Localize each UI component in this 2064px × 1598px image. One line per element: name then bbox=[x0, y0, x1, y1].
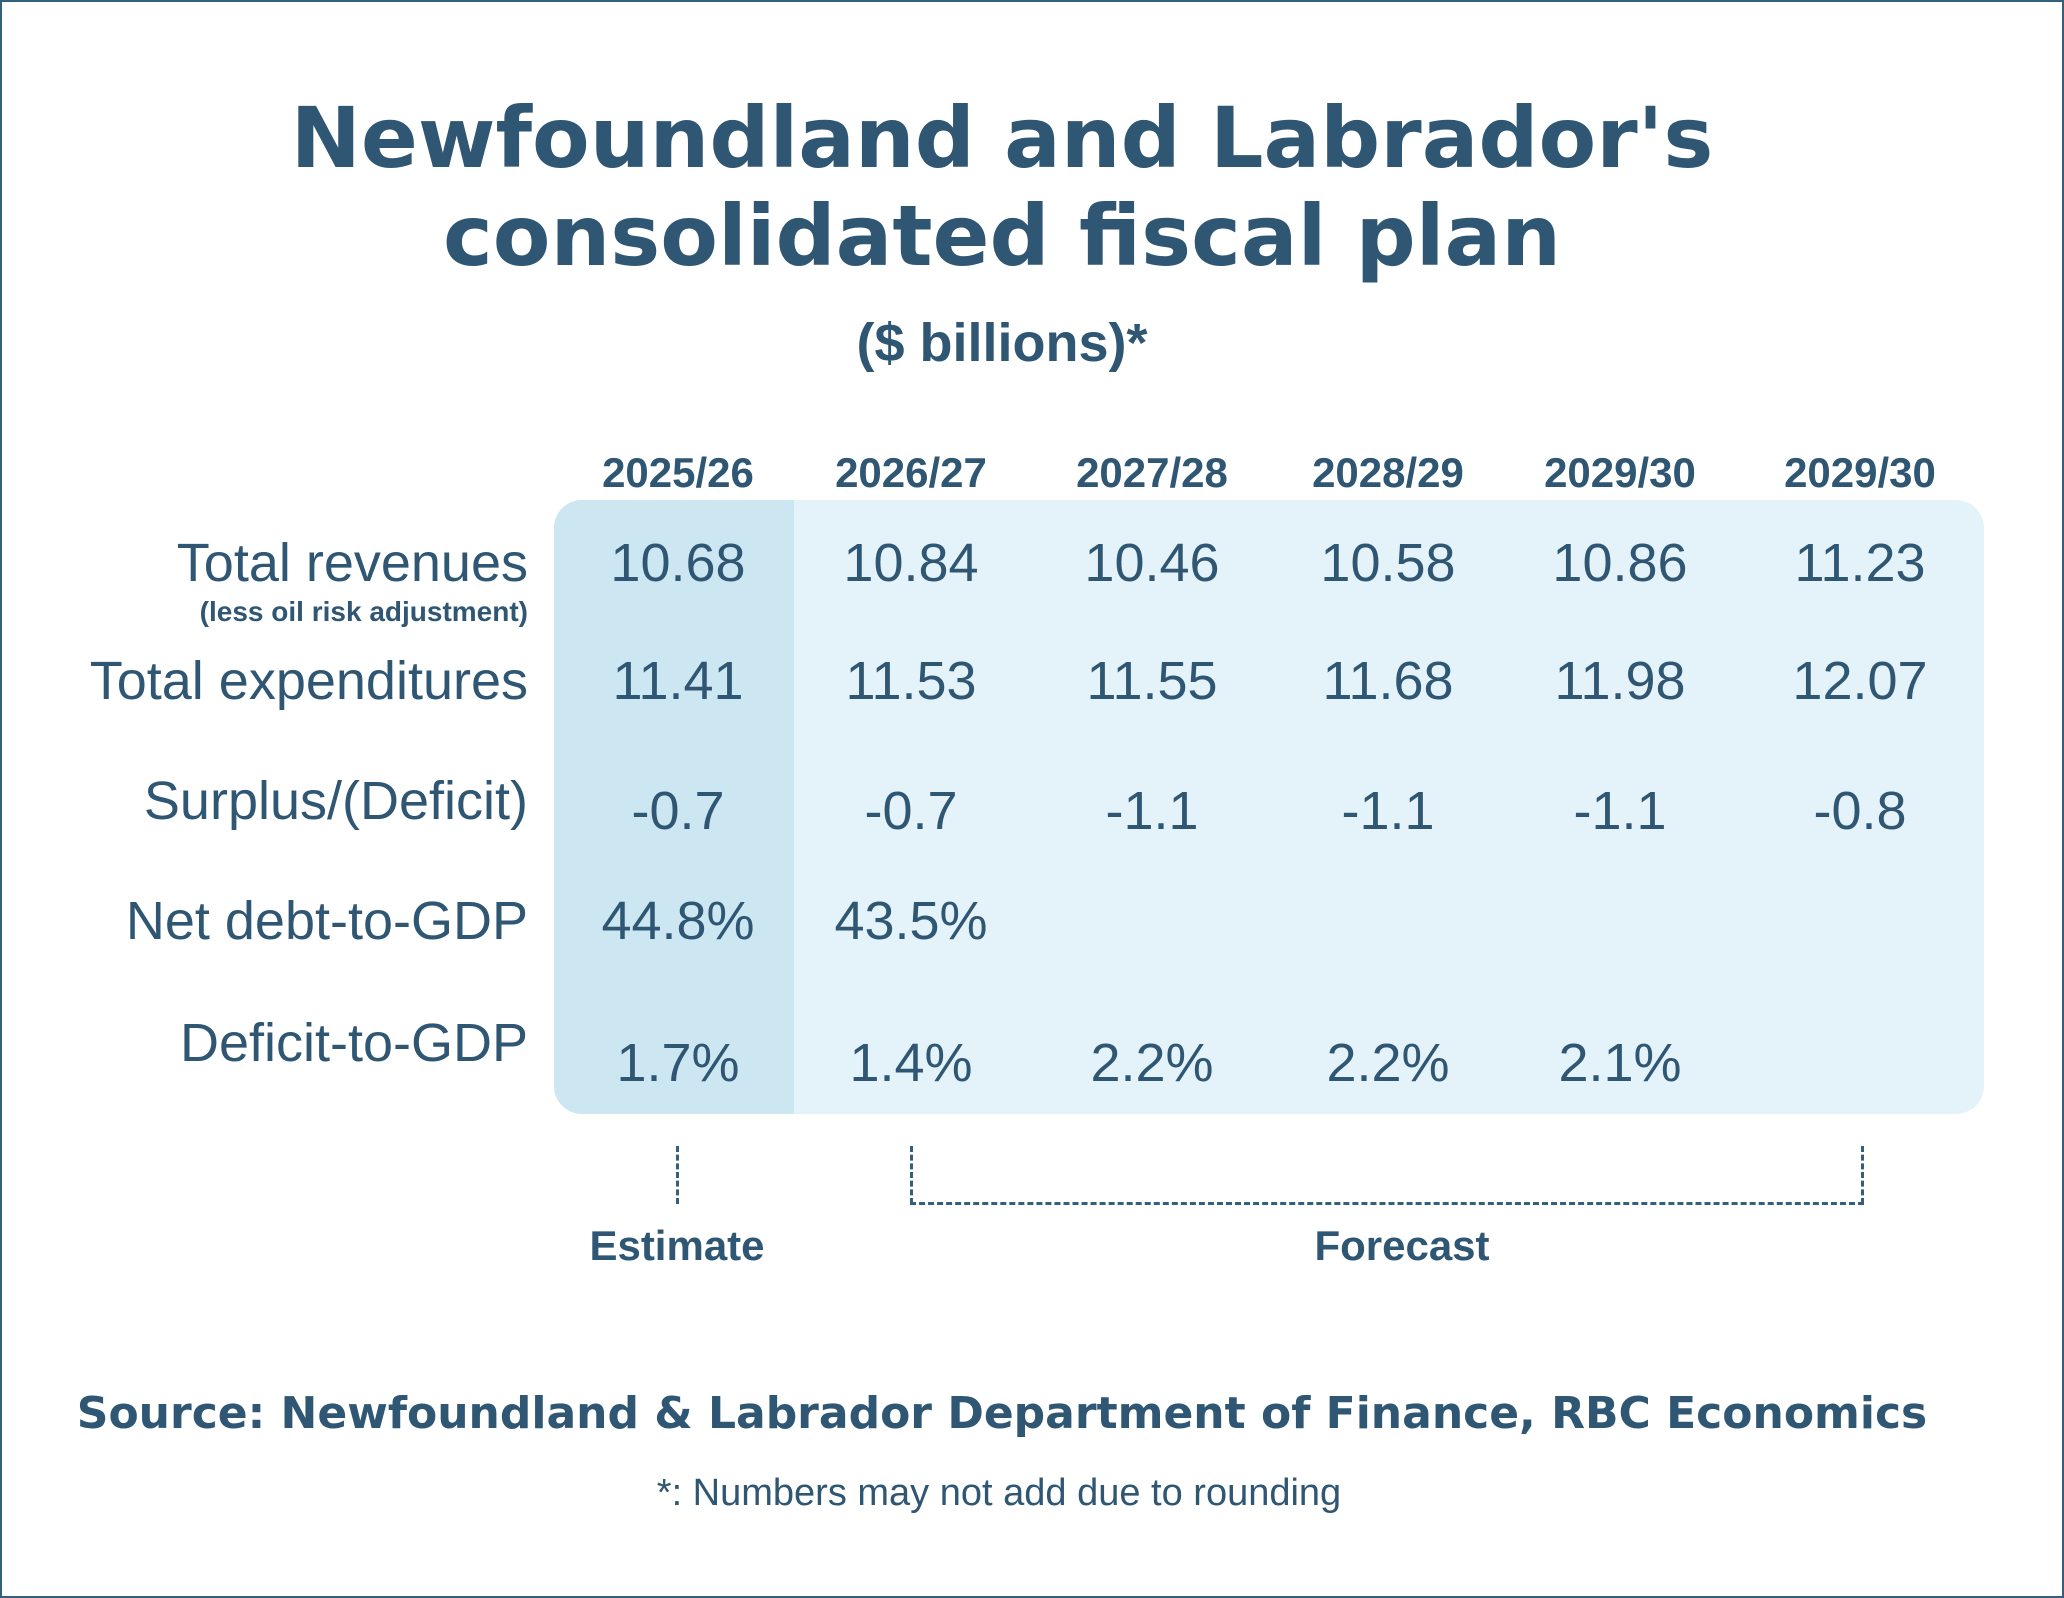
forecast-bracket-left bbox=[910, 1146, 913, 1204]
table-cell: 2.2% bbox=[1326, 1033, 1450, 1093]
table-cell: 11.68 bbox=[1322, 651, 1454, 711]
table-cell: 11.53 bbox=[845, 651, 977, 711]
chart-title-line2: consolidated fiscal plan bbox=[442, 187, 1562, 285]
estimate-label: Estimate bbox=[589, 1222, 765, 1269]
table-cell: 11.55 bbox=[1086, 651, 1218, 711]
table-cell: 12.07 bbox=[1792, 651, 1928, 711]
table-cell: -0.7 bbox=[864, 781, 958, 841]
table-cell: 11.23 bbox=[1794, 533, 1926, 593]
row-label: Surplus/(Deficit) bbox=[143, 771, 528, 831]
chart-subtitle: ($ billions)* bbox=[856, 313, 1148, 373]
table-cell: 1.4% bbox=[849, 1033, 973, 1093]
table-cell: 2.2% bbox=[1090, 1033, 1214, 1093]
table-cell: -0.7 bbox=[631, 781, 725, 841]
row-label: Net debt-to-GDP bbox=[125, 891, 528, 951]
table-cell: 2.1% bbox=[1558, 1033, 1682, 1093]
forecast-bracket-right bbox=[1861, 1146, 1864, 1204]
row-sublabel: (less oil risk adjustment) bbox=[199, 596, 528, 627]
table-cell: 11.41 bbox=[612, 651, 744, 711]
estimate-column-highlight bbox=[554, 500, 794, 1114]
table-cell: -0.8 bbox=[1813, 781, 1907, 841]
forecast-label: Forecast bbox=[1314, 1222, 1490, 1269]
table-cell: 10.84 bbox=[843, 533, 979, 593]
footnote: *: Numbers may not add due to rounding bbox=[656, 1472, 1342, 1514]
table-cell: -1.1 bbox=[1105, 781, 1199, 841]
row-label: Total revenues bbox=[176, 533, 528, 593]
chart-title-line1: Newfoundland and Labrador's bbox=[290, 89, 1714, 187]
table-cell: 10.58 bbox=[1320, 533, 1456, 593]
table-cell: -1.1 bbox=[1573, 781, 1667, 841]
row-label: Deficit-to-GDP bbox=[179, 1013, 528, 1073]
table-cell: 10.68 bbox=[610, 533, 746, 593]
column-header-4: 2029/30 bbox=[1544, 449, 1696, 496]
row-label: Total expenditures bbox=[89, 651, 528, 711]
table-cell: -1.1 bbox=[1341, 781, 1435, 841]
column-header-3: 2028/29 bbox=[1312, 449, 1464, 496]
table-cell: 10.86 bbox=[1552, 533, 1688, 593]
table-cell: 11.98 bbox=[1554, 651, 1686, 711]
column-header-5: 2029/30 bbox=[1784, 449, 1936, 496]
table-cell: 43.5% bbox=[834, 891, 988, 951]
column-header-0: 2025/26 bbox=[602, 449, 754, 496]
forecast-bracket-bottom bbox=[910, 1202, 1864, 1205]
table-cell: 10.46 bbox=[1084, 533, 1220, 593]
source-note: Source: Newfoundland & Labrador Departme… bbox=[76, 1388, 1928, 1439]
estimate-marker-line bbox=[676, 1146, 679, 1204]
column-header-2: 2027/28 bbox=[1076, 449, 1228, 496]
table-background bbox=[554, 500, 1984, 1114]
table-cell: 1.7% bbox=[616, 1033, 740, 1093]
table-cell: 44.8% bbox=[601, 891, 755, 951]
column-header-1: 2026/27 bbox=[835, 449, 987, 496]
